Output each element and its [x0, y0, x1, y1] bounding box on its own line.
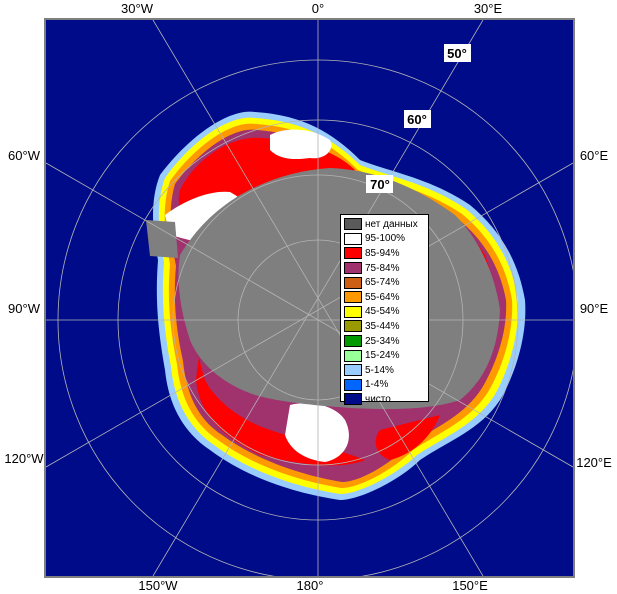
concentration-legend: нет данных 95-100% 85-94% 75-84% 65-74% 55-64…: [340, 214, 429, 406]
lon-label-left-1: 90°W: [8, 301, 41, 316]
legend-item: нет данных: [344, 217, 428, 232]
legend-swatch: [344, 393, 362, 406]
legend-label: 75-84%: [365, 262, 400, 274]
legend-item: 95-100%: [344, 232, 428, 247]
lon-label-right-2: 120°E: [576, 455, 612, 470]
legend-item: 65-74%: [344, 275, 428, 290]
lat-label-60: 60°: [404, 110, 431, 128]
legend-swatch: [344, 364, 362, 377]
legend-item: 25-34%: [344, 334, 428, 349]
legend-item: чисто: [344, 392, 428, 407]
lon-label-top-0: 30°W: [121, 1, 154, 16]
lon-label-bottom-0: 150°W: [138, 578, 178, 593]
legend-swatch: [344, 262, 362, 275]
legend-label: чисто: [365, 393, 391, 405]
legend-label: 85-94%: [365, 247, 400, 259]
legend-swatch: [344, 378, 362, 391]
legend-swatch: [344, 218, 362, 231]
legend-label: 25-34%: [365, 335, 400, 347]
lat-label-50: 50°: [444, 44, 471, 62]
legend-swatch: [344, 320, 362, 333]
legend-item: 15-24%: [344, 348, 428, 363]
legend-item: 75-84%: [344, 261, 428, 276]
lon-label-top-1: 0°: [312, 1, 324, 16]
legend-item: 1-4%: [344, 378, 428, 393]
lon-label-bottom-1: 180°: [297, 578, 324, 593]
legend-swatch: [344, 349, 362, 362]
legend-item: 35-44%: [344, 319, 428, 334]
legend-item: 55-64%: [344, 290, 428, 305]
legend-label: 5-14%: [365, 364, 394, 376]
lon-label-top-2: 30°E: [474, 1, 503, 16]
svg-text:70°: 70°: [370, 177, 390, 192]
legend-label: 95-100%: [365, 233, 406, 245]
legend-label: 45-54%: [365, 306, 400, 318]
legend-swatch: [344, 232, 362, 245]
legend-item: 5-14%: [344, 363, 428, 378]
legend-item: 85-94%: [344, 246, 428, 261]
legend-swatch: [344, 305, 362, 318]
legend-label: нет данных: [365, 218, 418, 230]
lon-label-right-0: 60°E: [580, 148, 609, 163]
graticule: [46, 20, 573, 576]
legend-swatch: [344, 335, 362, 348]
lon-label-right-1: 90°E: [580, 301, 609, 316]
legend-swatch: [344, 291, 362, 304]
legend-swatch: [344, 247, 362, 260]
legend-label: 1-4%: [365, 379, 389, 391]
legend-label: 55-64%: [365, 291, 400, 303]
lon-label-left-0: 60°W: [8, 148, 41, 163]
svg-text:60°: 60°: [407, 112, 427, 127]
legend-label: 35-44%: [365, 320, 400, 332]
svg-text:50°: 50°: [447, 46, 467, 61]
legend-label: 15-24%: [365, 350, 400, 362]
legend-swatch: [344, 276, 362, 289]
lon-label-left-2: 120°W: [4, 451, 44, 466]
lon-label-bottom-2: 150°E: [452, 578, 488, 593]
meridian-120: [46, 162, 573, 468]
lat-label-70: 70°: [366, 175, 393, 193]
legend-item: 45-54%: [344, 305, 428, 320]
legend-label: 65-74%: [365, 277, 400, 289]
